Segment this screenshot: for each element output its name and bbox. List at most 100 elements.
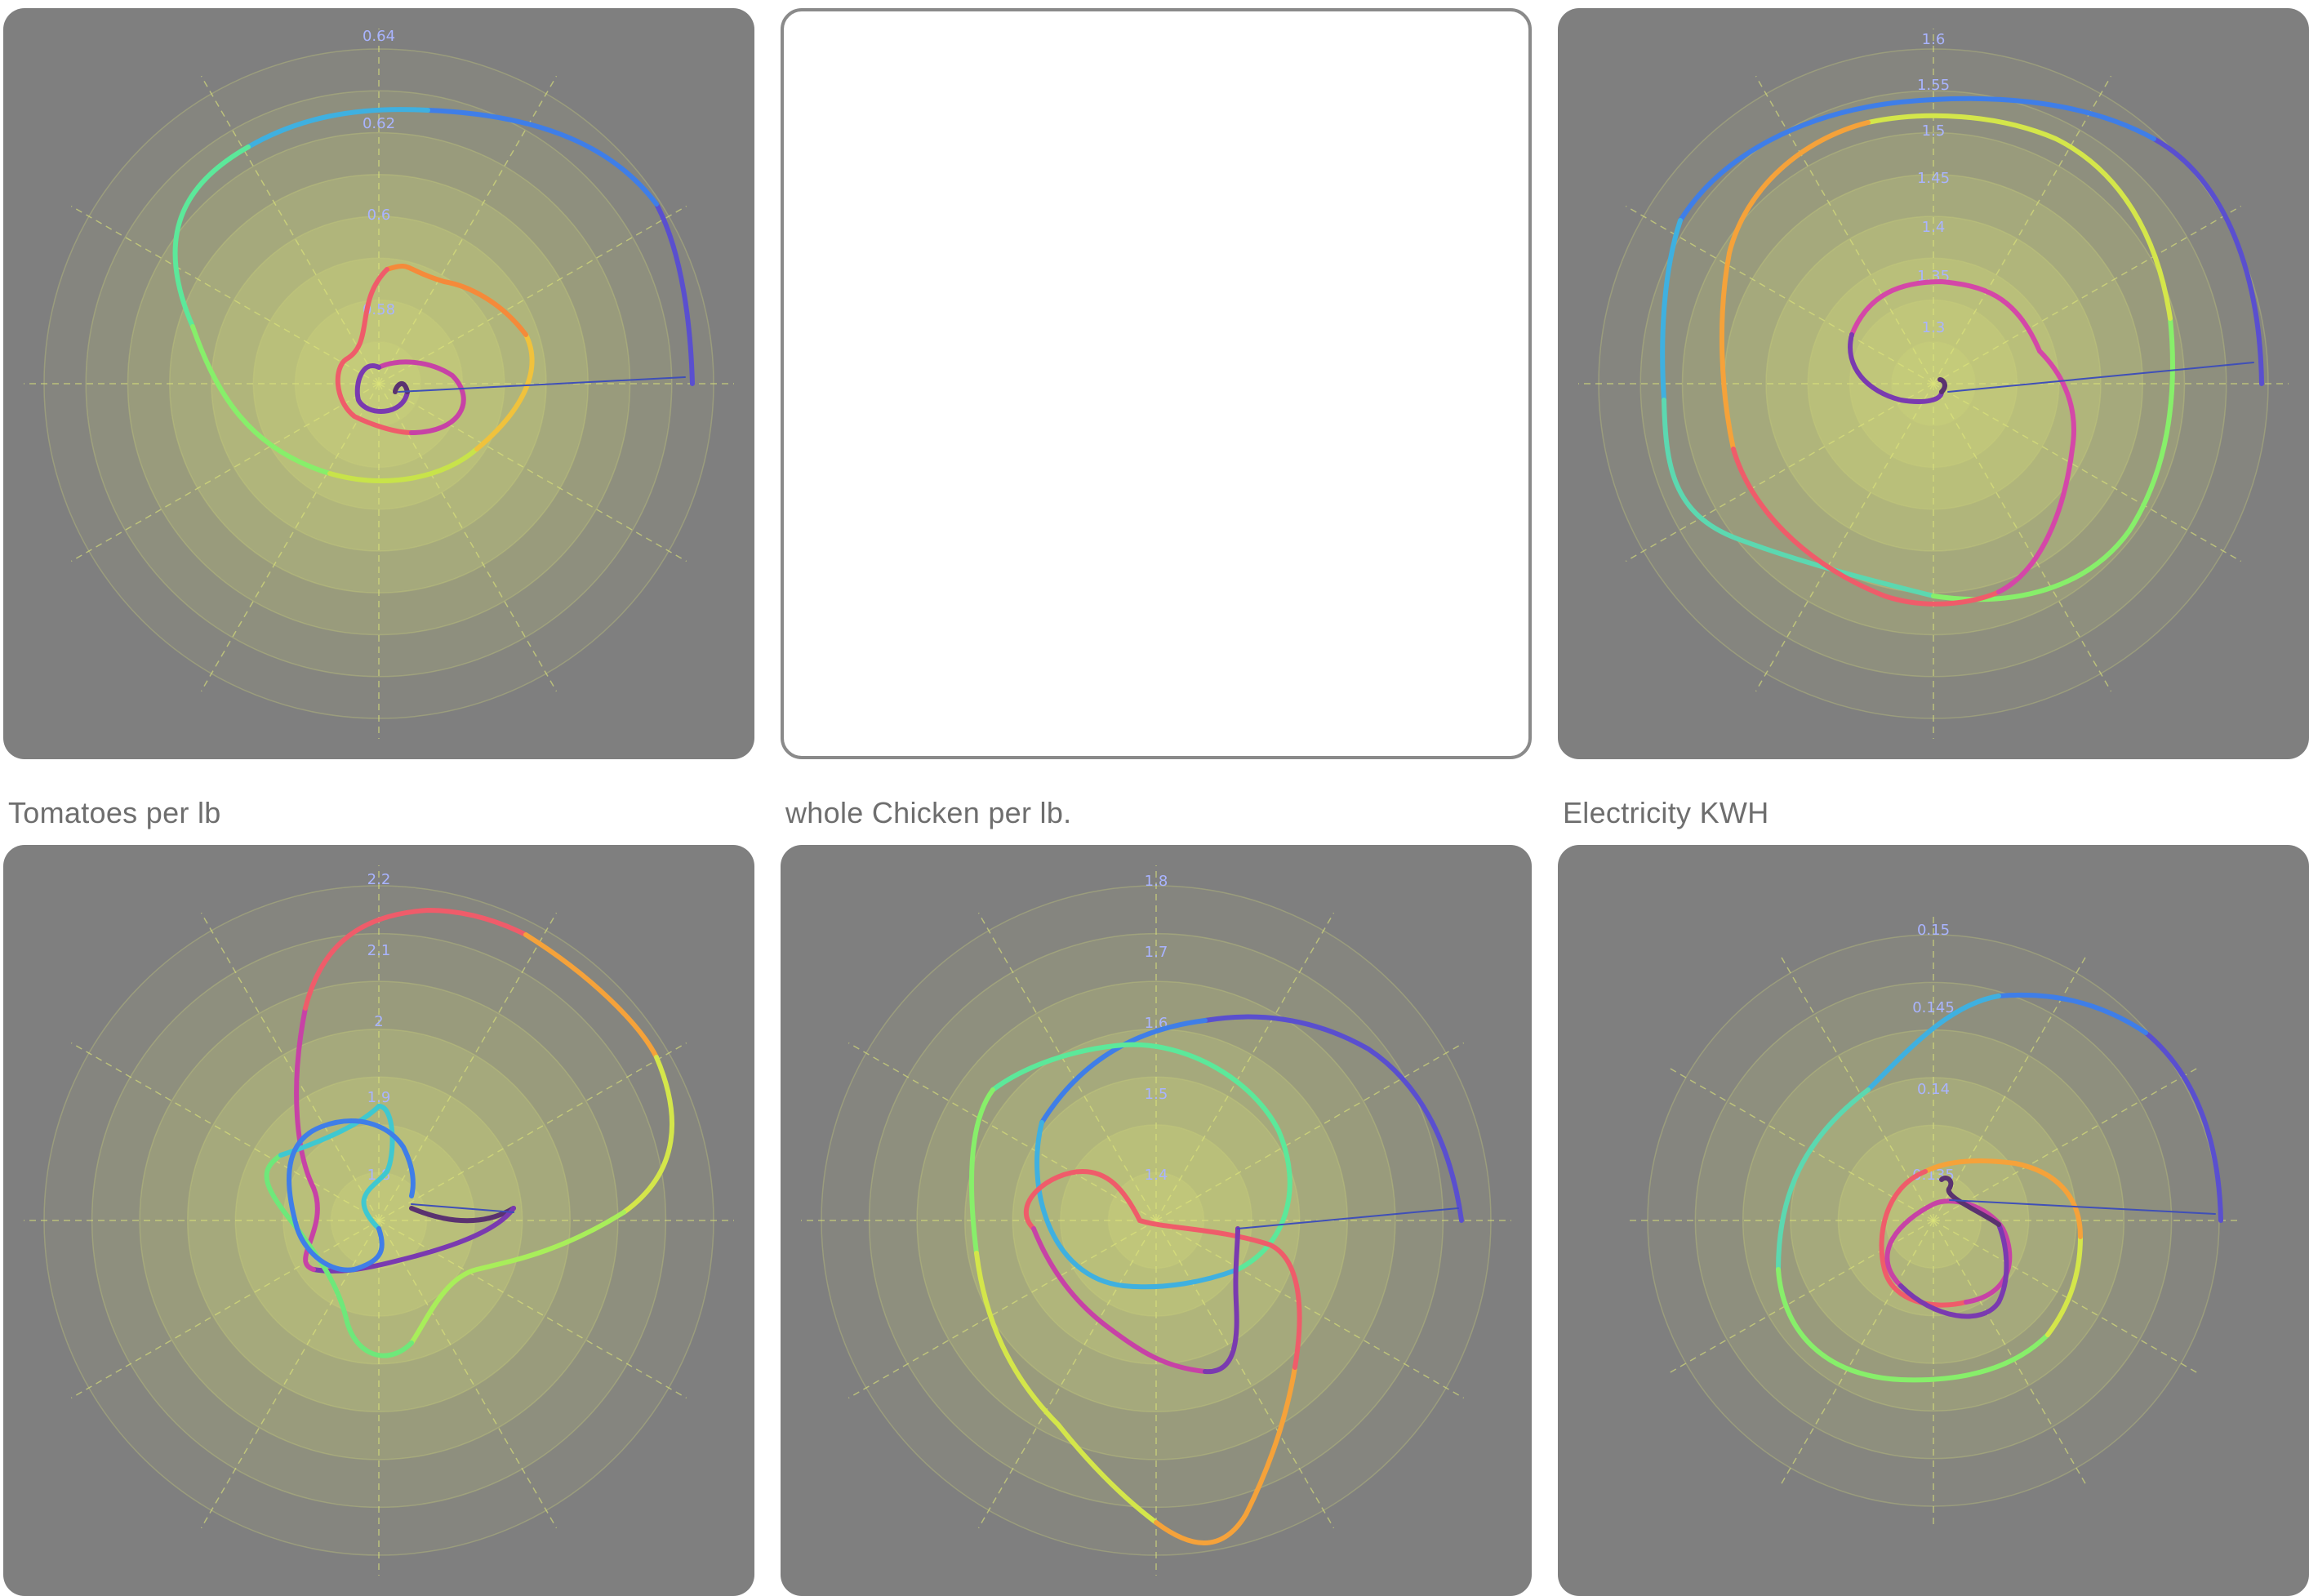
- trace-tail: [1949, 1199, 2216, 1215]
- tick-label: 1.8: [1145, 873, 1168, 890]
- grid-spoke: [1933, 1220, 2200, 1375]
- trace-segment: [1678, 96, 2156, 223]
- polar-chart-card-1[interactable]: 0.64 0.62 0.6 0.58: [3, 8, 754, 759]
- trace-segment: [294, 1006, 320, 1272]
- tick-label: 0.145: [1912, 999, 1955, 1016]
- data-trace: [1776, 992, 2223, 1383]
- grid-spoke: [1155, 1220, 1465, 1399]
- grid-spoke: [977, 912, 1157, 1221]
- trace-segment: [327, 447, 479, 483]
- polar-chart-card-4[interactable]: 2.2 2.1 2 1.9 1.8: [3, 845, 754, 1596]
- trace-segment: [1939, 1176, 2001, 1227]
- grid-spoke: [1625, 383, 1934, 562]
- trace-segment: [1996, 992, 2148, 1035]
- blank-chart-card-2[interactable]: [781, 8, 1532, 759]
- tick-label: 1.4: [1145, 1167, 1168, 1184]
- grid-spoke: [1155, 1220, 1335, 1529]
- grid-spoke: [70, 205, 380, 385]
- grid-spoke: [1667, 1066, 1934, 1221]
- trace-segment: [1203, 1014, 1464, 1223]
- tick-label: 0.64: [363, 28, 395, 45]
- chart-caption: Tomatoes per lb: [8, 796, 221, 829]
- polar-chart-5: 1.8 1.7 1.6 1.5 1.4: [801, 865, 1511, 1576]
- trace-segment: [990, 1042, 1292, 1272]
- polar-grid: [24, 29, 734, 739]
- tick-label: 1.3: [1922, 319, 1946, 336]
- trace-segment: [1023, 1168, 1302, 1370]
- tick-label: 0.15: [1917, 922, 1950, 939]
- trace-segment: [1866, 994, 2001, 1092]
- polar-chart-3: 1.6 1.55 1.5 1.45 1.4 1.35 1.3: [1578, 29, 2289, 739]
- grid-spoke: [378, 75, 558, 385]
- tick-label: 1.5: [1922, 122, 1946, 140]
- grid-spoke: [1625, 205, 1934, 385]
- trace-segment: [969, 1087, 995, 1256]
- grid-spoke: [1755, 383, 1934, 692]
- grid-spoke: [1779, 1220, 1934, 1487]
- trace-segment: [1660, 218, 1683, 402]
- grid-spoke: [200, 383, 380, 692]
- tick-label: 2: [374, 1013, 383, 1030]
- polar-chart-card-6[interactable]: 0.15 0.145 0.14 0.135: [1558, 845, 2309, 1596]
- tick-label: 1.9: [367, 1089, 391, 1106]
- trace-segment: [654, 202, 695, 386]
- grid-spoke: [1933, 383, 2242, 562]
- grid-spoke: [1155, 912, 1335, 1221]
- trace-segment: [1848, 332, 1944, 404]
- grid-spoke: [200, 75, 380, 385]
- trace-segment: [474, 332, 535, 451]
- trace-segment: [1719, 120, 1871, 451]
- polar-chart-card-5[interactable]: 1.8 1.7 1.6 1.5 1.4: [781, 845, 1532, 1596]
- polar-grid: [801, 865, 1511, 1576]
- trace-segment: [409, 1210, 626, 1345]
- grid-spoke: [1933, 1220, 2088, 1487]
- trace-segment: [264, 1153, 414, 1358]
- trace-tail: [1237, 1207, 1459, 1229]
- trace-segment: [1931, 316, 2175, 602]
- tick-label: 2.2: [367, 871, 391, 888]
- trace-segment: [425, 108, 659, 207]
- grid-spoke: [1933, 205, 2242, 385]
- trace-segment: [1866, 113, 2173, 321]
- tick-label: 1.4: [1922, 219, 1946, 236]
- trace-segment: [246, 107, 430, 149]
- polar-chart-4: 2.2 2.1 2 1.9 1.8: [24, 865, 734, 1576]
- grid-spoke: [1933, 75, 2112, 385]
- grid-spoke: [378, 912, 558, 1221]
- trace-segment: [1923, 1158, 2083, 1239]
- polar-chart-6: 0.15 0.145 0.14 0.135: [1627, 914, 2240, 1527]
- trace-segment: [354, 363, 410, 414]
- trace-segment: [335, 267, 414, 435]
- trace-segment: [190, 324, 332, 476]
- grid-spoke: [848, 1042, 1157, 1221]
- trace-segment: [1776, 1087, 1871, 1272]
- trace-segment: [1031, 1226, 1208, 1374]
- polar-grid: [24, 865, 734, 1576]
- tick-label: 0.58: [363, 301, 395, 318]
- grid-spoke: [378, 205, 687, 385]
- data-trace: [172, 107, 695, 483]
- trace-segment: [393, 380, 410, 394]
- tick-labels: 0.64 0.62 0.6 0.58: [363, 28, 395, 318]
- trace-segment: [1731, 447, 2001, 607]
- tick-label: 0.14: [1917, 1081, 1950, 1098]
- data-trace: [1660, 96, 2264, 607]
- trace-segment: [1203, 1226, 1240, 1375]
- grid-spoke: [378, 1042, 687, 1221]
- trace-tail: [398, 376, 686, 393]
- trace-tail: [1947, 362, 2254, 393]
- grid-spoke: [378, 383, 687, 562]
- tick-label: 1.7: [1145, 944, 1168, 961]
- trace-segment: [1776, 1267, 2050, 1383]
- trace-segment: [1039, 1018, 1208, 1125]
- grid-spoke: [70, 1042, 380, 1221]
- tick-label: 0.62: [363, 115, 395, 132]
- trace-segment: [2143, 1030, 2223, 1223]
- polar-grid: [1578, 29, 2289, 739]
- tick-labels: 1.8 1.7 1.6 1.5 1.4: [1145, 873, 1168, 1184]
- trace-segment: [523, 932, 659, 1060]
- data-trace: [264, 907, 674, 1358]
- polar-chart-1: 0.64 0.62 0.6 0.58: [24, 28, 734, 739]
- polar-chart-card-3[interactable]: 1.6 1.55 1.5 1.45 1.4 1.35 1.3: [1558, 8, 2309, 759]
- grid-spoke: [1155, 1042, 1465, 1221]
